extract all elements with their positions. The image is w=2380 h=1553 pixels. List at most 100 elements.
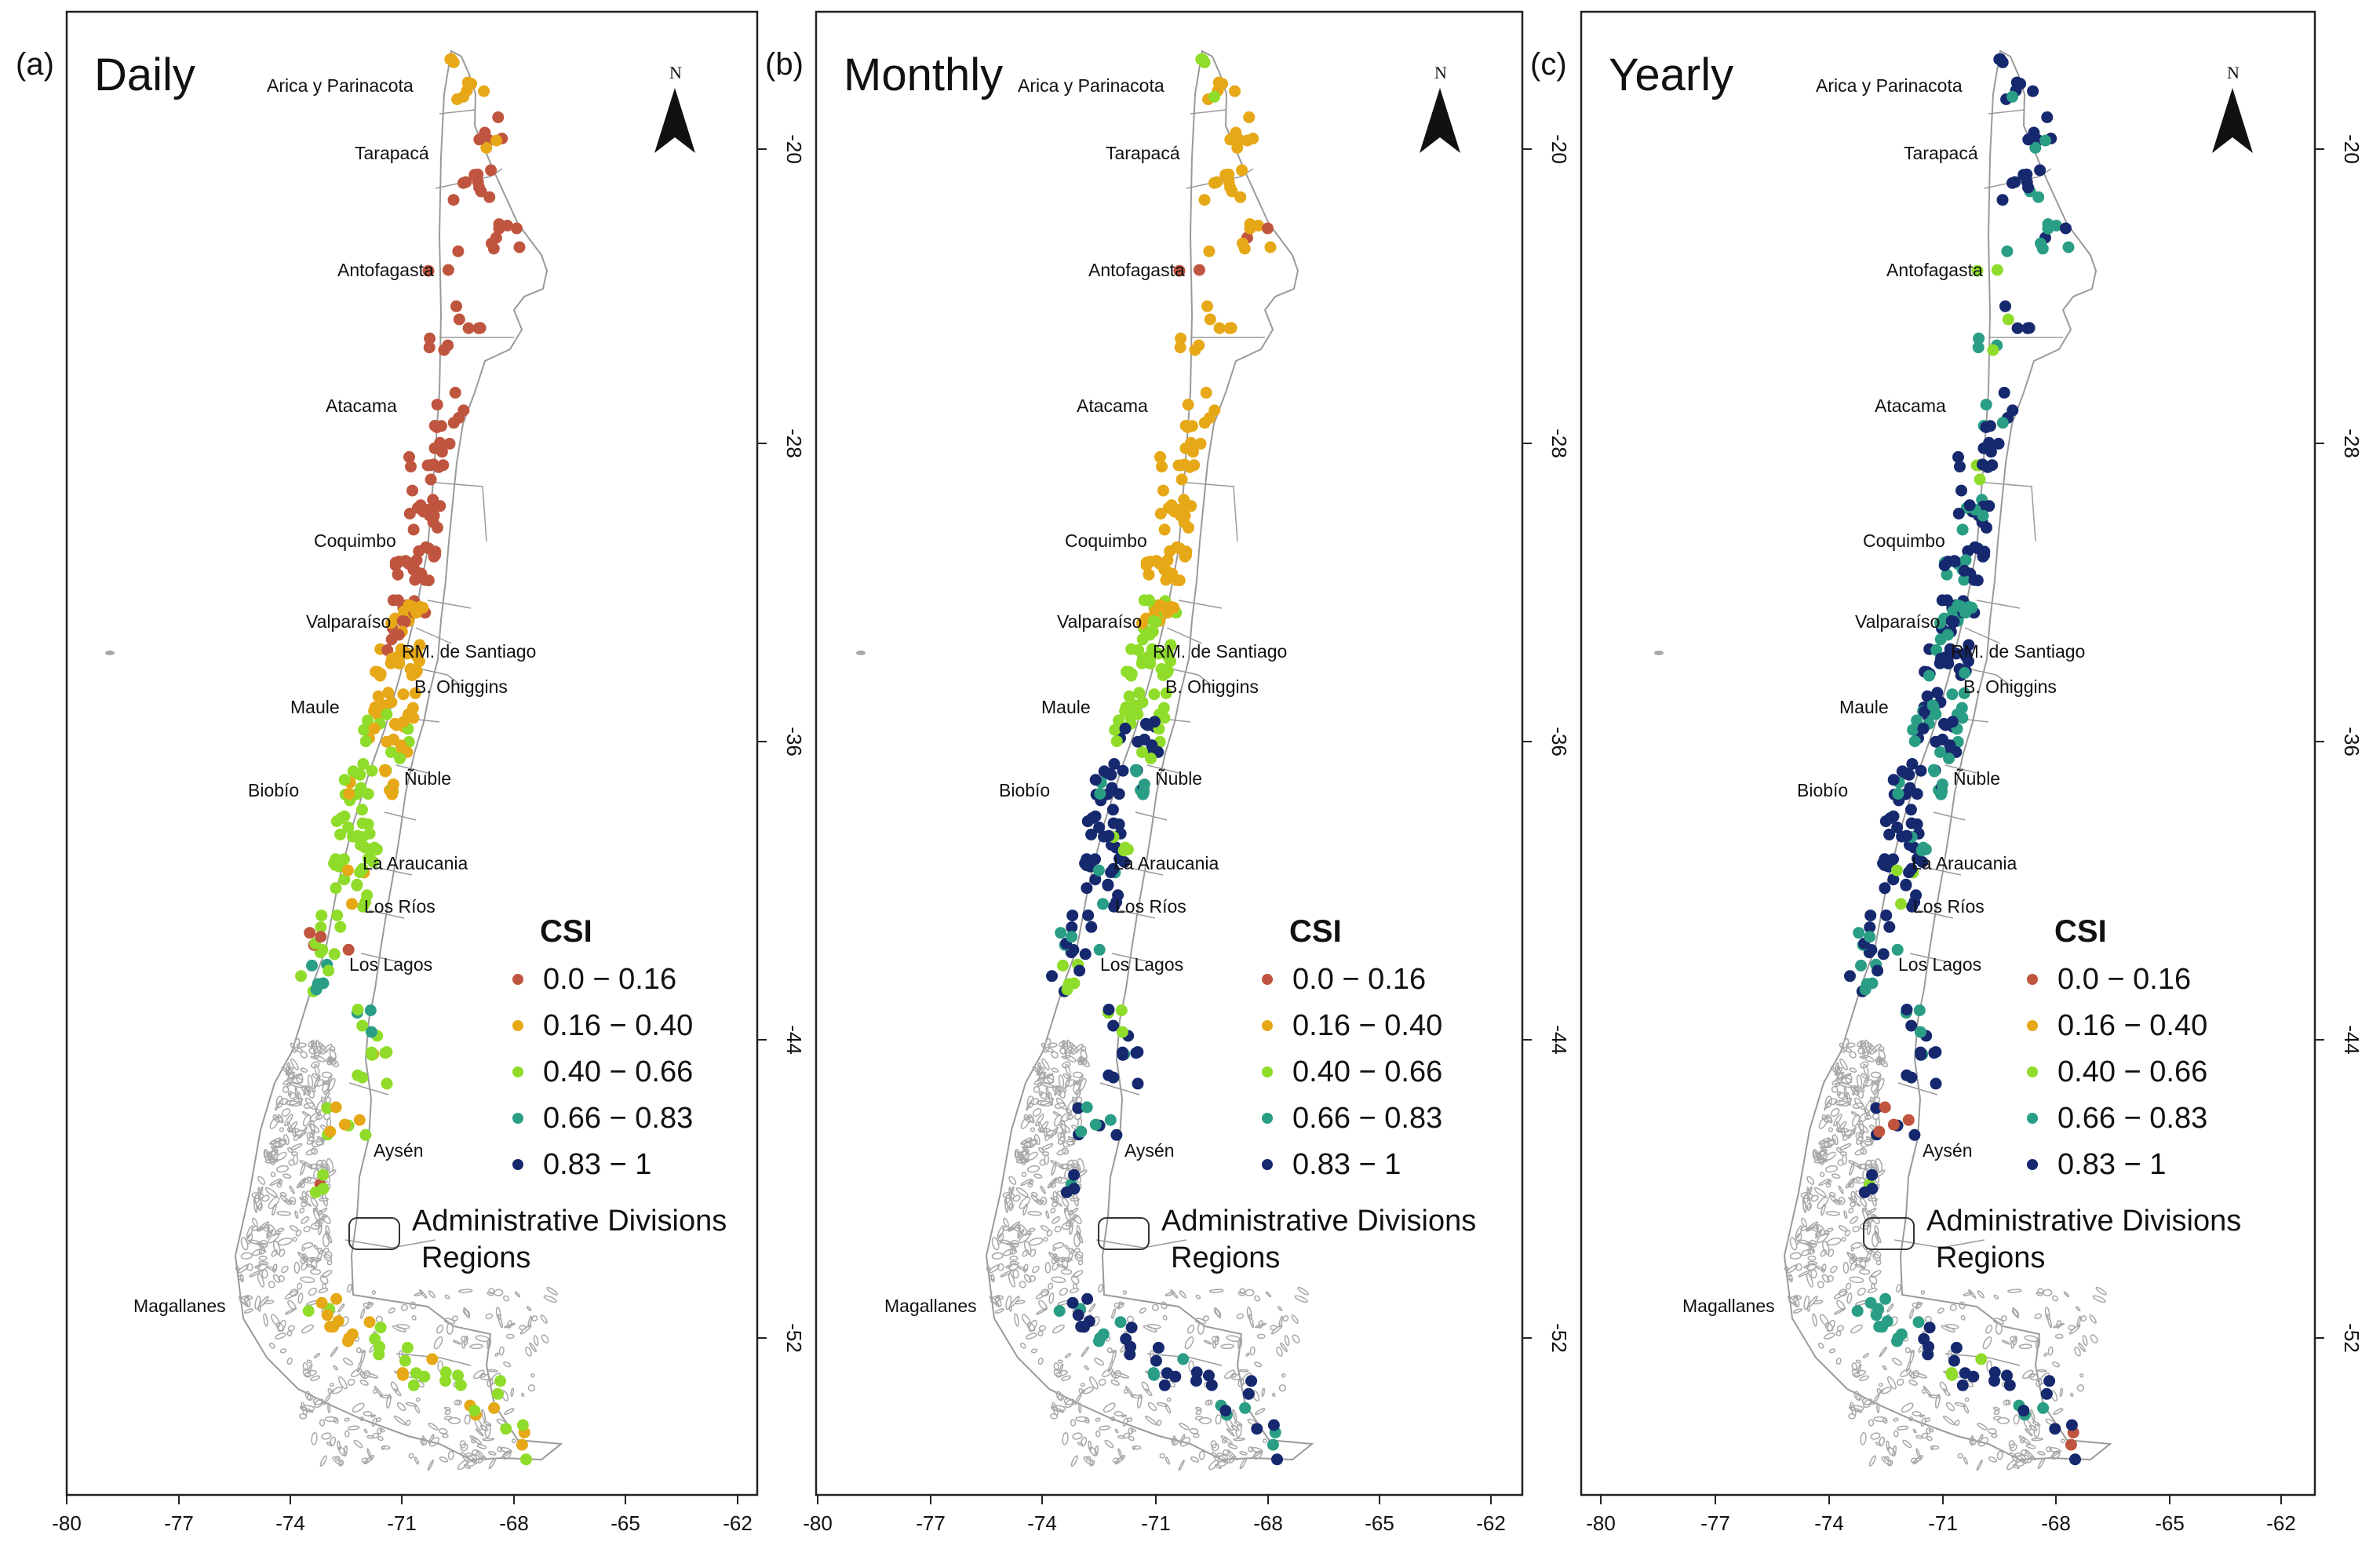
station-point [2065, 1438, 2077, 1451]
southern-islands [235, 1037, 558, 1471]
station-point [453, 313, 465, 326]
region-label: La Araucania [363, 853, 468, 873]
region-boundary [395, 1353, 472, 1366]
station-point [342, 1335, 354, 1347]
station-point [396, 615, 409, 627]
station-point [306, 959, 318, 972]
station-point [363, 1316, 376, 1329]
north-arrow-icon: N [1420, 63, 1460, 153]
station-point [1165, 499, 1178, 512]
island-mark [105, 651, 115, 655]
station-point [1173, 264, 1186, 277]
station-point [425, 473, 437, 486]
station-point [1164, 639, 1177, 651]
station-point [1251, 1423, 1263, 1435]
station-point [356, 1019, 369, 1032]
station-point [359, 1128, 372, 1141]
legend: CSI 0.0 − 0.16 0.16 − 0.40 0.40 − 0.66 0.66 … [348, 914, 727, 1274]
station-point [500, 1423, 512, 1435]
station-point [1203, 1369, 1215, 1382]
y-tick-label: -52 [782, 1323, 806, 1353]
station-points [1046, 53, 1283, 1466]
station-point [2032, 191, 2045, 203]
station-point [447, 194, 460, 206]
legend-swatch [2027, 1159, 2038, 1170]
station-point [1093, 821, 1106, 833]
station-point [1864, 910, 1877, 922]
chile-map: Arica y Parinacota Tarapacá Antofagasta Ata… [105, 49, 563, 1471]
station-point [494, 1375, 507, 1387]
station-point [1130, 765, 1143, 778]
station-point [381, 735, 393, 748]
station-point [1089, 1118, 1102, 1131]
x-tick-label: -77 [1700, 1511, 1730, 1535]
y-tick-label: -44 [1547, 1025, 1571, 1055]
station-point [403, 450, 415, 463]
region-label: Ñuble [1155, 768, 1202, 789]
station-point [1267, 1438, 1279, 1451]
station-point [424, 332, 436, 345]
legend-swatch [512, 1020, 523, 1031]
station-point [1239, 1402, 1252, 1414]
station-point [1988, 1375, 2000, 1387]
region-boundary [368, 910, 405, 919]
station-point [410, 554, 423, 567]
region-label: La Araucania [1912, 853, 2017, 873]
region-label: Atacama [1875, 396, 1946, 416]
legend-label: 0.16 − 0.40 [543, 1009, 693, 1042]
station-point [1996, 194, 2009, 206]
station-point [473, 133, 486, 146]
station-point [2060, 222, 2072, 235]
station-point [1174, 341, 1186, 354]
station-point [1971, 264, 1984, 277]
station-point [428, 458, 439, 471]
station-point [374, 1340, 386, 1353]
station-point [1858, 1186, 1871, 1198]
station-point [1138, 778, 1150, 791]
station-point [1892, 787, 1904, 800]
station-point [1891, 943, 1904, 956]
x-tick-label: -77 [164, 1511, 194, 1535]
station-point [1864, 1296, 1877, 1309]
station-point [403, 508, 416, 519]
y-tick-label: -20 [1547, 134, 1571, 164]
y-tick-label: -52 [1547, 1323, 1571, 1353]
station-point [414, 639, 426, 651]
station-point [513, 241, 526, 253]
station-point [409, 687, 421, 699]
station-point [1193, 264, 1205, 276]
station-point [1161, 667, 1173, 679]
station-point [417, 601, 429, 614]
legend-swatch [512, 1159, 523, 1170]
station-point [1998, 386, 2010, 399]
station-point [381, 1077, 393, 1090]
y-tick-label: -44 [782, 1025, 806, 1055]
station-point [1905, 817, 1918, 829]
station-point [1895, 898, 1907, 910]
station-point [374, 669, 386, 682]
station-point [1081, 882, 1093, 895]
station-point [1956, 712, 1969, 724]
region-label: Arica y Parinacota [267, 75, 414, 96]
station-point [1110, 735, 1123, 748]
station-point [1883, 828, 1896, 840]
station-point [1105, 866, 1117, 879]
station-point [1136, 652, 1149, 665]
station-point [310, 983, 323, 996]
station-point [1104, 1114, 1117, 1126]
legend-admin-label: Administrative Divisions [1926, 1205, 2241, 1238]
station-point [1203, 245, 1216, 257]
x-tick-label: -65 [1365, 1511, 1394, 1535]
station-point [1224, 181, 1237, 194]
station-point [1950, 647, 1963, 660]
station-point [2006, 177, 2018, 189]
station-point [346, 898, 358, 910]
station-point [394, 753, 406, 764]
region-boundary [1162, 666, 1215, 687]
legend-title: CSI [1289, 914, 1342, 949]
legend-admin-label: Administrative Divisions [412, 1205, 727, 1238]
station-point [1948, 555, 1961, 567]
station-point [1896, 765, 1908, 778]
station-points [1844, 53, 2081, 1466]
station-point [1242, 1387, 1255, 1400]
